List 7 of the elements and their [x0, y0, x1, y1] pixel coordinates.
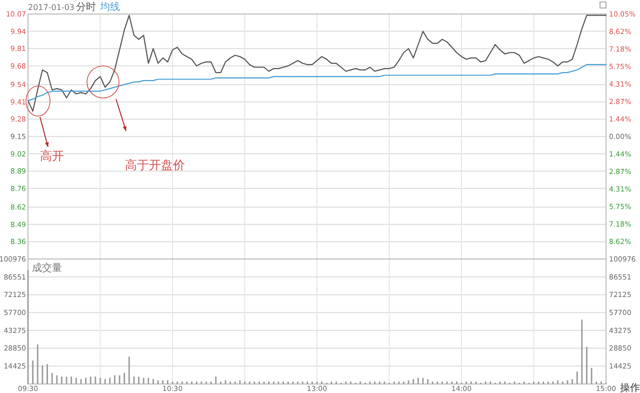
text: 均线 — [99, 1, 120, 13]
annotation: 高于开盘价 — [125, 158, 185, 172]
text: 分时 — [76, 1, 96, 13]
chart-title: 2017-01-03 — [28, 3, 74, 12]
chart-title: 成交量 — [32, 262, 62, 274]
text: 操作 — [620, 382, 640, 393]
annotation: 高开 — [40, 149, 64, 163]
